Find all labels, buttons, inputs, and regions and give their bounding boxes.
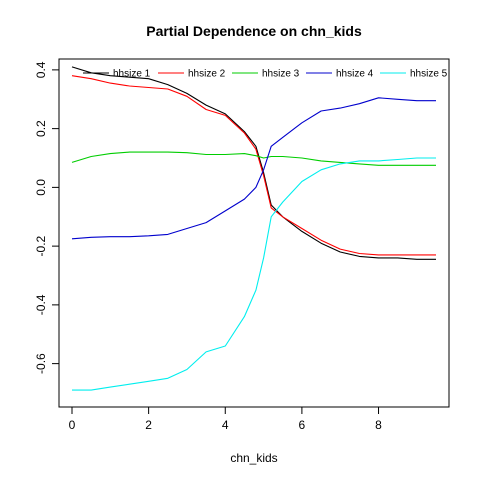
x-tick-label: 8 bbox=[375, 418, 382, 432]
y-tick-label: 0.4 bbox=[34, 61, 48, 78]
plot-area: 0 2 4 6 8 -0.6 -0.4 -0.2 0.0 0.2 0.4 hhsize 1 hhsize… bbox=[34, 58, 450, 432]
x-axis-label: chn_kids bbox=[230, 451, 277, 465]
series-line bbox=[71, 75, 436, 256]
legend-label: hhsize 4 bbox=[336, 69, 374, 80]
series-line bbox=[71, 97, 436, 240]
legend-label: hhsize 5 bbox=[410, 69, 448, 80]
y-tick-label: -0.6 bbox=[34, 353, 48, 374]
x-tick-label: 6 bbox=[299, 418, 306, 432]
chart-title: Partial Dependence on chn_kids bbox=[146, 23, 362, 39]
y-tick-label: -0.4 bbox=[34, 294, 48, 315]
x-tick-label: 2 bbox=[145, 418, 152, 432]
series-line bbox=[71, 66, 436, 260]
x-tick-label: 0 bbox=[69, 418, 76, 432]
series-line bbox=[71, 151, 436, 166]
legend-label: hhsize 3 bbox=[262, 69, 300, 80]
legend-label: hhsize 2 bbox=[188, 69, 226, 80]
legend-label: hhsize 1 bbox=[113, 69, 151, 80]
series-line bbox=[72, 157, 436, 391]
x-tick-label: 4 bbox=[222, 418, 229, 432]
plot-frame bbox=[58, 58, 450, 408]
y-tick-label: 0.2 bbox=[34, 120, 48, 137]
y-tick-label: -0.2 bbox=[34, 235, 48, 256]
y-tick-label: 0.0 bbox=[34, 179, 48, 196]
